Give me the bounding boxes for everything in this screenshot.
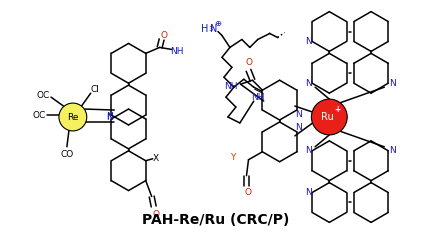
- Text: PAH-Re/Ru (CRC/P): PAH-Re/Ru (CRC/P): [142, 213, 290, 227]
- Text: N: N: [389, 146, 396, 155]
- Text: Cl: Cl: [90, 85, 99, 94]
- Circle shape: [59, 103, 87, 131]
- Text: H: H: [201, 24, 209, 34]
- Text: O: O: [245, 188, 252, 197]
- Text: NH: NH: [224, 82, 237, 91]
- Text: N: N: [295, 123, 302, 133]
- Text: N: N: [305, 79, 311, 88]
- Text: Ru: Ru: [321, 112, 334, 122]
- Text: N: N: [389, 79, 396, 88]
- Text: Re: Re: [67, 113, 79, 121]
- Text: N: N: [210, 24, 218, 34]
- Text: NH: NH: [170, 47, 183, 56]
- Text: N: N: [295, 110, 302, 118]
- Text: N: N: [305, 37, 311, 46]
- Text: NH: NH: [251, 93, 264, 102]
- Text: OC: OC: [32, 110, 46, 120]
- Text: Y: Y: [230, 153, 235, 162]
- Text: N: N: [305, 188, 311, 197]
- Circle shape: [311, 99, 347, 135]
- Text: N: N: [106, 114, 113, 122]
- Text: X: X: [152, 154, 159, 163]
- Text: O: O: [246, 58, 253, 67]
- Text: O: O: [160, 31, 167, 40]
- Text: N: N: [305, 146, 311, 155]
- Text: +: +: [334, 105, 340, 114]
- Text: ⊕: ⊕: [215, 19, 222, 28]
- Text: CO: CO: [60, 150, 73, 159]
- Text: OC: OC: [36, 91, 50, 100]
- Text: 3: 3: [209, 26, 213, 31]
- Text: N: N: [106, 112, 113, 121]
- Text: O: O: [152, 210, 159, 219]
